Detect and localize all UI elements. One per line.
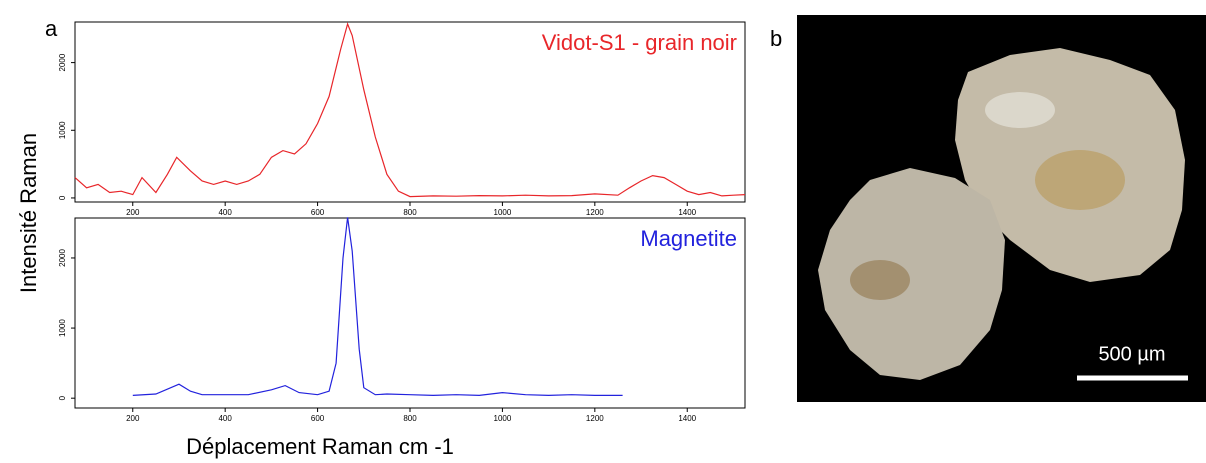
y-tick-label: 2000 [58, 249, 67, 267]
x-tick-label: 1000 [494, 414, 512, 423]
y-tick-label: 0 [58, 395, 67, 400]
spectrum-line [132, 217, 623, 397]
grain [818, 168, 1005, 380]
x-tick-label: 600 [311, 414, 325, 423]
spectrum-line [74, 22, 746, 198]
y-axis-label: Intensité Raman [16, 133, 41, 293]
panel-label: b [770, 26, 782, 51]
stain [1035, 150, 1125, 210]
y-tick-label: 0 [58, 195, 67, 200]
stain [850, 260, 910, 300]
x-tick-label: 200 [126, 414, 140, 423]
chart-title: Vidot-S1 - grain noir [542, 30, 737, 55]
y-tick-label: 1000 [58, 319, 67, 337]
x-tick-label: 400 [218, 414, 232, 423]
x-tick-label: 800 [403, 414, 417, 423]
x-tick-label: 1200 [586, 208, 604, 217]
x-tick-label: 1200 [586, 414, 604, 423]
y-tick-label: 2000 [58, 53, 67, 71]
x-tick-label: 600 [311, 208, 325, 217]
chart-title: Magnetite [640, 226, 737, 251]
highlight [985, 92, 1055, 128]
x-tick-label: 1400 [678, 208, 696, 217]
x-tick-label: 400 [218, 208, 232, 217]
x-tick-label: 800 [403, 208, 417, 217]
scale-bar-label: 500 µm [1098, 343, 1165, 365]
panel-label: a [45, 16, 58, 41]
x-tick-label: 1000 [494, 208, 512, 217]
photo: 500 µm [797, 15, 1206, 402]
x-tick-label: 1400 [678, 414, 696, 423]
x-tick-label: 200 [126, 208, 140, 217]
y-tick-label: 1000 [58, 121, 67, 139]
x-axis-label: Déplacement Raman cm -1 [186, 434, 454, 459]
